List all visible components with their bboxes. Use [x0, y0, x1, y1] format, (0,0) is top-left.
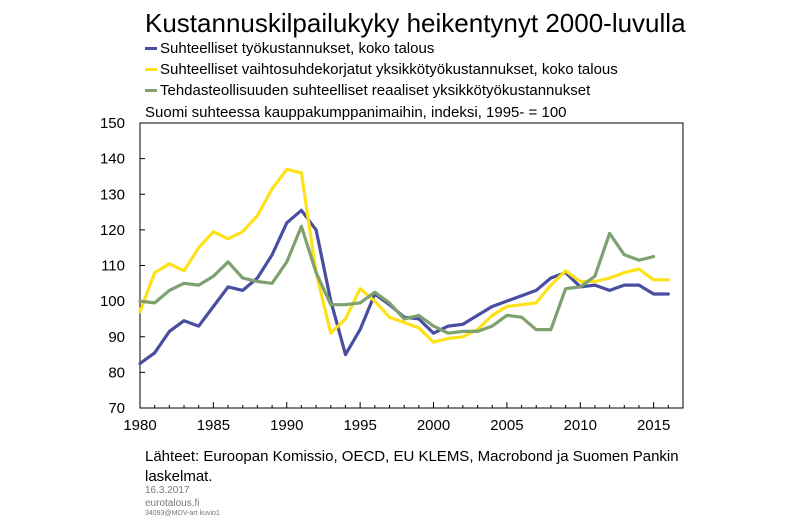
y-tick-label: 120: [100, 222, 125, 239]
source-note: Lähteet: Euroopan Komissio, OECD, EU KLE…: [145, 448, 679, 485]
y-tick-label: 140: [100, 151, 125, 168]
legend-item-tehdasteollisuus: Tehdasteollisuuden suhteelliset reaalise…: [145, 82, 590, 99]
x-tick-label: 2005: [490, 417, 523, 434]
y-tick-label: 90: [108, 329, 125, 346]
y-tick-label: 80: [108, 364, 125, 381]
site-name: eurotalous.fi: [145, 498, 200, 509]
legend-item-vaihtosuhde: Suhteelliset vaihtosuhdekorjatut yksikkö…: [145, 61, 618, 78]
publish-date: 16.3.2017: [145, 485, 190, 496]
legend-label: Suhteelliset työkustannukset, koko talou…: [160, 40, 435, 57]
figure-code: 34093@MOV-art kuvio1: [145, 510, 220, 517]
series-line-3: [138, 224, 656, 335]
y-tick-label: 150: [100, 115, 125, 132]
legend-item-tyokustannukset: Suhteelliset työkustannukset, koko talou…: [145, 40, 434, 57]
series-line-2: [138, 167, 670, 344]
plot-frame: [139, 122, 684, 409]
x-tick-label: 2015: [637, 417, 670, 434]
legend-label: Suhteelliset vaihtosuhdekorjatut yksikkö…: [160, 61, 618, 78]
chart-title: Kustannuskilpailukyky heikentynyt 2000-l…: [145, 8, 686, 38]
x-tick-label: 1990: [270, 417, 303, 434]
legend-swatch-yellow: [145, 68, 157, 71]
y-tick-label: 130: [100, 186, 125, 203]
y-tick-label: 70: [108, 400, 125, 417]
y-tick-label: 100: [100, 293, 125, 310]
chart-subtitle: Suomi suhteessa kauppakumppanimaihin, in…: [145, 104, 567, 121]
x-tick-label: 1985: [197, 417, 230, 434]
x-tick-label: 2000: [417, 417, 450, 434]
y-tick-label: 110: [101, 258, 125, 275]
x-tick-label: 1995: [343, 417, 376, 434]
legend-swatch-blue: [145, 47, 157, 50]
x-tick-label: 2010: [564, 417, 597, 434]
legend-swatch-green: [145, 89, 157, 92]
x-tick-label: 1980: [123, 417, 156, 434]
legend-label: Tehdasteollisuuden suhteelliset reaalise…: [160, 82, 591, 99]
